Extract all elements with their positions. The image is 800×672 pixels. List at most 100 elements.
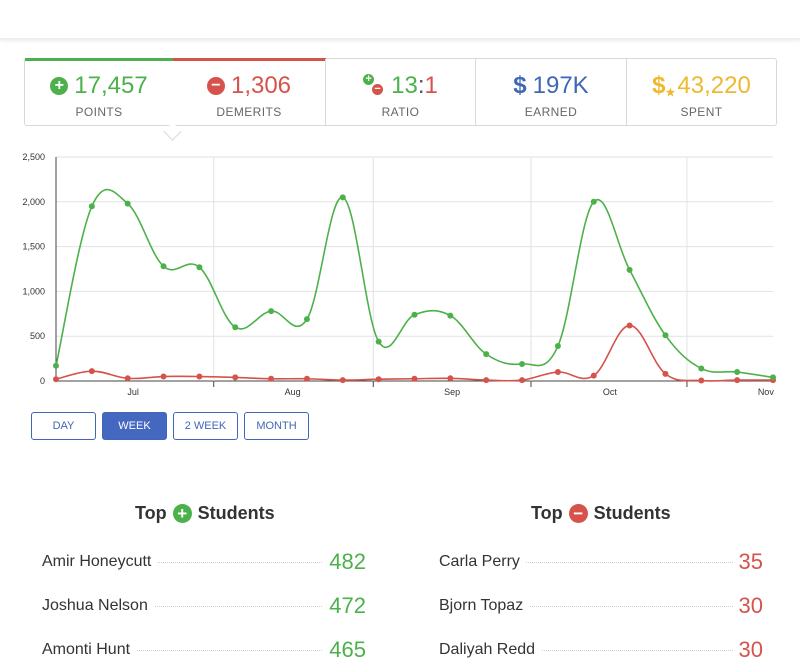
- dollar-icon: $: [513, 72, 527, 99]
- student-row[interactable]: Bjorn Topaz 30: [439, 584, 763, 628]
- student-row[interactable]: Amir Honeycutt 482: [42, 540, 366, 584]
- x-tick-label: Oct: [603, 387, 618, 397]
- x-tick-label: Sep: [444, 387, 460, 397]
- demerits-label: DEMERITS: [216, 105, 282, 119]
- y-tick-label: 2,500: [22, 152, 45, 162]
- data-point[interactable]: [303, 316, 310, 323]
- top-negative-students-title: Top − Students: [531, 503, 671, 524]
- data-point[interactable]: [447, 312, 454, 319]
- student-name: Daliyah Redd: [439, 641, 542, 659]
- chart-grid: [55, 156, 773, 387]
- data-point[interactable]: [519, 360, 526, 367]
- student-row[interactable]: Daliyah Redd 30: [439, 628, 763, 672]
- ratio-separator: :: [417, 72, 425, 99]
- stat-earned[interactable]: $ 197K EARNED: [476, 59, 627, 125]
- range-2week-button[interactable]: 2 WEEK: [173, 412, 238, 440]
- data-point[interactable]: [590, 198, 597, 205]
- student-score: 482: [323, 549, 366, 575]
- data-point[interactable]: [483, 351, 490, 358]
- data-point[interactable]: [124, 375, 131, 382]
- student-score: 465: [323, 637, 366, 663]
- y-tick-label: 2,000: [22, 197, 45, 207]
- data-point[interactable]: [196, 264, 203, 271]
- data-point[interactable]: [447, 375, 454, 382]
- points-value: 17,457: [74, 72, 148, 99]
- minus-circle-icon: −: [206, 77, 225, 95]
- data-point[interactable]: [698, 377, 705, 384]
- student-score: 472: [323, 593, 366, 619]
- data-point[interactable]: [483, 377, 490, 384]
- data-point[interactable]: [53, 376, 59, 383]
- data-point[interactable]: [160, 263, 167, 270]
- student-score: 30: [732, 637, 763, 663]
- data-point[interactable]: [554, 343, 561, 350]
- plus-circle-icon: +: [172, 504, 192, 523]
- plus-circle-icon: +: [50, 77, 69, 95]
- title-prefix: Top: [531, 503, 563, 523]
- data-point[interactable]: [411, 375, 418, 382]
- data-point[interactable]: [160, 373, 167, 380]
- student-row[interactable]: Amonti Hunt 465: [42, 628, 366, 672]
- data-point[interactable]: [375, 338, 382, 345]
- data-point[interactable]: [590, 372, 597, 379]
- data-point[interactable]: [232, 374, 239, 381]
- student-row[interactable]: Carla Perry 35: [439, 540, 763, 584]
- range-week-button[interactable]: WEEK: [102, 412, 167, 440]
- stat-points[interactable]: + 17,457 POINTS: [25, 59, 173, 125]
- student-name: Bjorn Topaz: [439, 597, 530, 615]
- student-name: Amir Honeycutt: [42, 553, 158, 571]
- x-tick-label: Nov: [758, 387, 775, 397]
- stat-ratio[interactable]: + − 13:1 RATIO: [326, 59, 476, 125]
- student-score: 30: [732, 593, 763, 619]
- data-point[interactable]: [698, 365, 705, 372]
- data-point[interactable]: [734, 369, 741, 376]
- data-point[interactable]: [268, 308, 275, 315]
- data-point[interactable]: [268, 375, 275, 382]
- data-point[interactable]: [411, 311, 418, 318]
- dollar-glyph: $: [652, 72, 666, 99]
- student-row[interactable]: Joshua Nelson 472: [42, 584, 366, 628]
- ratio-icon: + −: [363, 74, 385, 98]
- dotted-leader: [439, 606, 763, 607]
- student-name: Carla Perry: [439, 553, 526, 571]
- stat-spent[interactable]: $ ★ 43,220 SPENT: [627, 59, 776, 125]
- data-point[interactable]: [339, 194, 346, 201]
- points-accent-bar: [25, 58, 173, 61]
- x-axis-ticks: Jul Aug Sep Oct Nov: [127, 387, 774, 397]
- data-point[interactable]: [662, 370, 669, 377]
- data-point[interactable]: [232, 324, 239, 331]
- data-point[interactable]: [303, 375, 310, 382]
- time-range-selector: DAY WEEK 2 WEEK MONTH: [31, 412, 309, 440]
- data-point[interactable]: [626, 266, 633, 273]
- earned-label: EARNED: [524, 105, 578, 119]
- stat-demerits[interactable]: − 1,306 DEMERITS: [173, 59, 326, 125]
- data-point[interactable]: [88, 203, 95, 210]
- ratio-positive-value: 13: [391, 72, 418, 99]
- y-tick-label: 0: [40, 376, 45, 386]
- data-point[interactable]: [734, 377, 741, 384]
- data-point[interactable]: [196, 373, 203, 380]
- top-positive-students-title: Top + Students: [135, 503, 275, 524]
- range-month-button[interactable]: MONTH: [244, 412, 309, 440]
- ratio-minus-icon: −: [372, 84, 384, 95]
- data-point[interactable]: [124, 200, 131, 207]
- data-point[interactable]: [519, 377, 526, 384]
- data-point[interactable]: [339, 377, 346, 384]
- data-point[interactable]: [554, 369, 561, 376]
- data-point[interactable]: [88, 368, 95, 375]
- range-day-button[interactable]: DAY: [31, 412, 96, 440]
- earned-value: 197K: [532, 72, 589, 99]
- top-positive-students-list: Amir Honeycutt 482 Joshua Nelson 472 Amo…: [42, 540, 366, 672]
- y-tick-label: 1,000: [22, 286, 45, 296]
- data-point[interactable]: [662, 332, 669, 339]
- data-point[interactable]: [770, 374, 776, 381]
- data-point[interactable]: [53, 362, 59, 369]
- ratio-label: RATIO: [381, 105, 420, 119]
- spent-value: 43,220: [677, 72, 751, 99]
- points-demerits-line-chart: 0 500 1,000 1,500 2,000 2,500 Jul Aug Sep Oct Nov: [22, 152, 776, 397]
- dotted-leader: [439, 562, 763, 563]
- dotted-leader: [42, 562, 366, 563]
- data-point[interactable]: [375, 376, 382, 383]
- data-point[interactable]: [626, 322, 633, 329]
- demerits-accent-bar: [173, 58, 326, 61]
